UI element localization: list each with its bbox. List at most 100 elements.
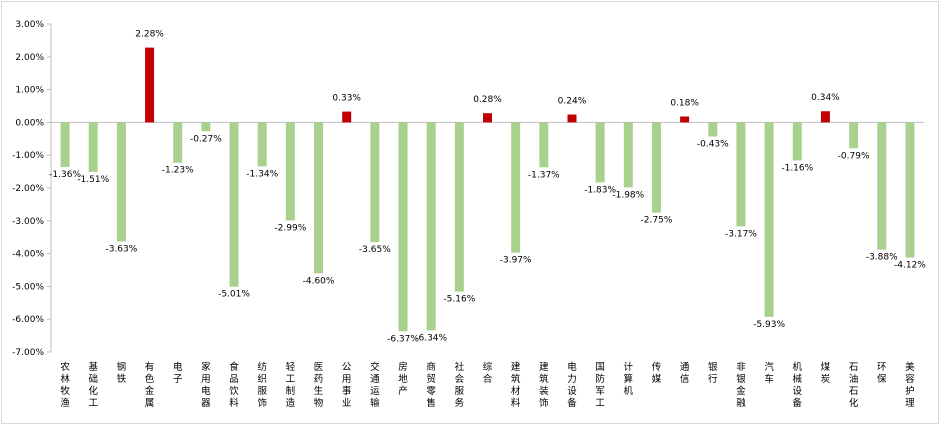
bar [651,122,661,213]
category-label: 家用电器 [201,361,211,409]
y-tick-label: 2.00% [15,53,44,63]
bar [173,122,183,163]
category-label: 计算机 [624,361,634,397]
data-label: -6.37% [387,334,419,344]
y-tick-label: -2.00% [12,184,44,194]
data-label: 0.28% [473,95,502,105]
data-label: 0.34% [811,93,840,103]
bar [370,122,380,243]
category-label: 银行 [708,361,718,385]
category-label: 农林牧渔 [60,361,70,409]
bar [454,122,464,292]
y-tick-label: -6.00% [12,315,44,325]
data-label: -1.83% [584,185,616,195]
category-label: 国防军工 [595,362,605,409]
bar [145,47,155,123]
bar [623,122,633,188]
y-tick-label: -3.00% [12,217,44,227]
category-label: 基础化工 [88,361,98,409]
category-label: 建筑材料 [511,361,521,409]
category-label: 钢铁 [117,361,127,385]
data-label: -0.27% [190,134,222,144]
data-label: 0.33% [332,94,361,104]
bar [201,122,211,132]
category-label: 医药生物 [314,362,324,409]
data-label: -2.99% [274,223,306,233]
category-label: 有色金属 [145,361,155,409]
category-label: 综合 [483,361,493,385]
data-label: -4.12% [894,261,926,271]
category-label: 煤炭 [821,361,831,385]
data-label: -3.65% [359,245,391,255]
category-label: 房地产 [398,361,408,397]
category-label: 非银金融 [736,361,746,409]
category-label: 商贸零售 [426,361,436,409]
bar [567,114,577,123]
bar [792,122,802,161]
category-label: 石油石化 [849,362,859,409]
data-label: -1.34% [246,169,278,179]
bar [483,113,492,123]
bar [708,122,718,137]
data-label: -4.60% [303,276,335,286]
bar [426,122,436,331]
bar [511,122,521,253]
bar [60,122,70,168]
data-label: 0.18% [670,98,699,108]
data-label: -1.98% [612,190,644,200]
y-tick-label: -7.00% [12,348,44,358]
bar [539,122,549,168]
data-label: -3.63% [105,244,137,254]
y-tick-label: -5.00% [12,282,44,292]
bar [736,122,746,227]
data-label: -5.01% [218,290,250,300]
bar [314,122,324,274]
data-label: -1.16% [781,163,813,173]
category-label: 轻工制造 [286,361,296,409]
data-label: -5.93% [753,320,785,330]
bar [849,122,859,149]
category-label: 电子 [173,361,183,385]
bar [877,122,887,250]
data-label: -3.88% [866,253,898,263]
category-label: 电力设备 [567,361,577,409]
bar [342,111,352,123]
data-label: 2.28% [135,30,164,40]
category-label: 公用事业 [342,362,352,409]
bar [88,122,98,172]
bar [820,111,830,123]
bar [595,122,605,183]
y-tick-label: -4.00% [12,250,44,260]
category-label: 建筑装饰 [539,361,549,409]
category-label: 环保 [877,362,887,385]
data-label: -1.51% [77,175,109,185]
category-label: 机械设备 [793,361,803,409]
category-label: 食品饮料 [229,361,239,409]
category-label: 社会服务 [455,361,465,409]
data-label: -3.17% [725,229,757,239]
data-label: -3.97% [500,256,532,266]
y-tick-label: 0.00% [15,118,44,128]
category-label: 纺织服饰 [257,361,267,409]
bar [398,122,408,332]
bar [680,116,690,123]
category-label: 汽车 [764,361,774,385]
data-label: -2.75% [641,216,673,226]
y-tick-label: -1.00% [12,151,44,161]
y-tick-label: 3.00% [15,20,44,30]
data-label: -0.79% [838,151,870,161]
category-label: 通信 [680,362,690,385]
category-label: 美容护理 [905,361,915,409]
bar [229,122,239,287]
category-label: 交通运输 [370,361,380,409]
data-label: -1.36% [49,170,81,180]
data-label: -1.37% [528,170,560,180]
bar [764,122,774,317]
bar [905,122,915,258]
data-label: -5.16% [443,295,475,305]
bar [116,122,126,242]
data-label: -6.34% [415,333,447,343]
bar [257,122,267,167]
